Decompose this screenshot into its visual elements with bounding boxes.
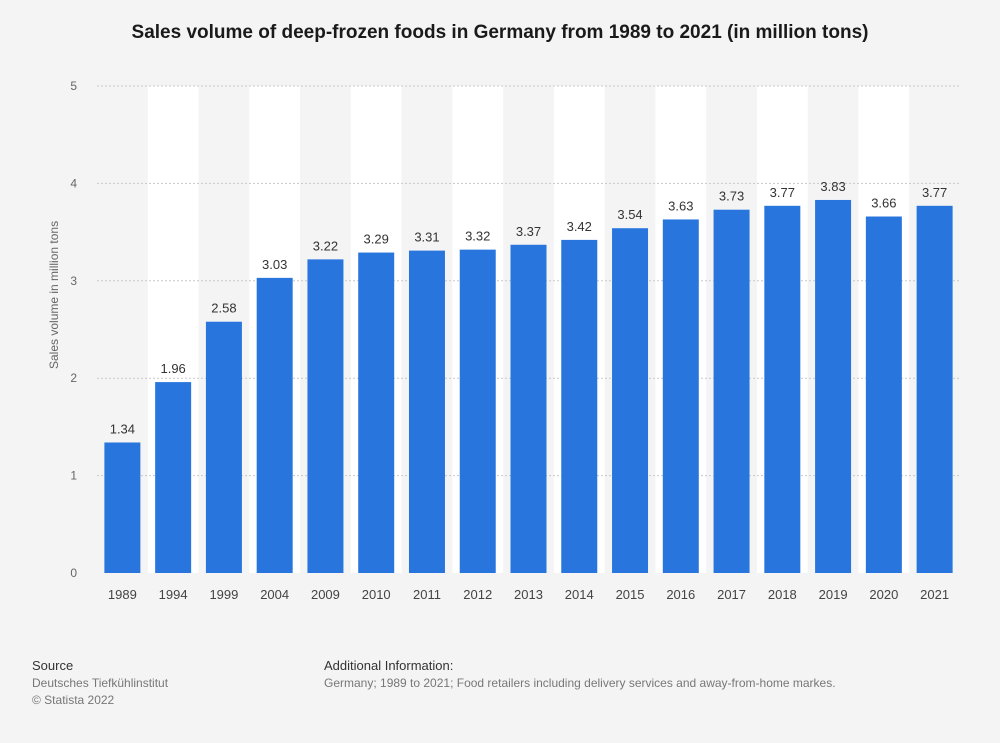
bar-2012 [459,249,496,573]
y-tick-label: 5 [70,79,77,93]
x-axis-ticks: 1989 1994 1999 2004 2009 2010 2011 2012 2013 2014… [108,587,949,602]
y-tick-label: 2 [70,371,77,385]
value-label: 1.34 [110,421,135,436]
bar-2011 [408,250,445,573]
value-label: 3.37 [516,224,541,239]
bar-2015 [612,228,649,574]
info-heading: Additional Information: [324,658,454,673]
bar-2017 [713,209,750,573]
copyright: © Statista 2022 [32,693,115,707]
bar-chart: 0 1 2 3 4 5 1.34 1.96 2.58 3.03 3.22 3.29 3.31 3.32 3… [70,79,960,602]
x-tick-label: 2013 [514,587,543,602]
x-tick-label: 2004 [260,587,289,602]
x-tick-label: 2010 [362,587,391,602]
value-label: 3.03 [262,257,287,272]
x-tick-label: 1999 [209,587,238,602]
value-label: 3.63 [668,198,693,213]
value-label: 2.58 [211,301,236,316]
info-text: Germany; 1989 to 2021; Food retailers in… [324,676,836,690]
x-tick-label: 2014 [565,587,594,602]
bar-2004 [256,277,293,573]
bar-2016 [662,219,699,574]
x-tick-label: 2011 [413,587,441,602]
value-label: 3.32 [465,229,490,244]
bar-2020 [865,216,902,574]
x-tick-label: 2016 [666,587,695,602]
x-tick-label: 2015 [616,587,645,602]
bar-1994 [155,382,192,573]
bar-1989 [104,442,141,573]
x-tick-label: 2021 [920,587,949,602]
y-axis-label: Sales volume in million tons [47,220,61,369]
value-label: 3.77 [922,185,947,200]
value-labels: 1.34 1.96 2.58 3.03 3.22 3.29 3.31 3.32 3.37 3.42… [110,179,948,437]
x-tick-label: 2009 [311,587,340,602]
value-label: 3.29 [364,232,389,247]
value-label: 3.54 [617,207,642,222]
bar-2021 [916,205,953,573]
bar-2013 [510,244,547,573]
value-label: 3.42 [567,219,592,234]
x-tick-label: 2018 [768,587,797,602]
x-tick-label: 2012 [463,587,492,602]
value-label: 3.73 [719,189,744,204]
bar-2010 [358,252,395,573]
bars [104,199,953,574]
y-tick-label: 3 [70,274,77,288]
y-tick-label: 0 [70,566,77,580]
x-tick-label: 1994 [159,587,188,602]
x-tick-label: 2017 [717,587,746,602]
x-tick-label: 2019 [819,587,848,602]
value-label: 3.83 [820,179,845,194]
value-label: 1.96 [160,361,185,376]
value-label: 3.31 [414,230,439,245]
bar-2019 [815,199,852,573]
bar-2009 [307,259,344,573]
bar-2018 [764,205,801,573]
value-label: 3.22 [313,238,338,253]
bar-1999 [205,321,242,573]
x-tick-label: 1989 [108,587,137,602]
y-axis-ticks: 0 1 2 3 4 5 [70,79,77,580]
bar-2014 [561,239,598,573]
y-tick-label: 4 [70,176,77,190]
value-label: 3.66 [871,196,896,211]
source-name: Deutsches Tiefkühlinstitut [32,676,169,690]
x-tick-label: 2020 [869,587,898,602]
chart-title: Sales volume of deep-frozen foods in Ger… [131,22,869,43]
value-label: 3.77 [770,185,795,200]
y-tick-label: 1 [70,469,77,483]
source-heading: Source [32,658,74,673]
